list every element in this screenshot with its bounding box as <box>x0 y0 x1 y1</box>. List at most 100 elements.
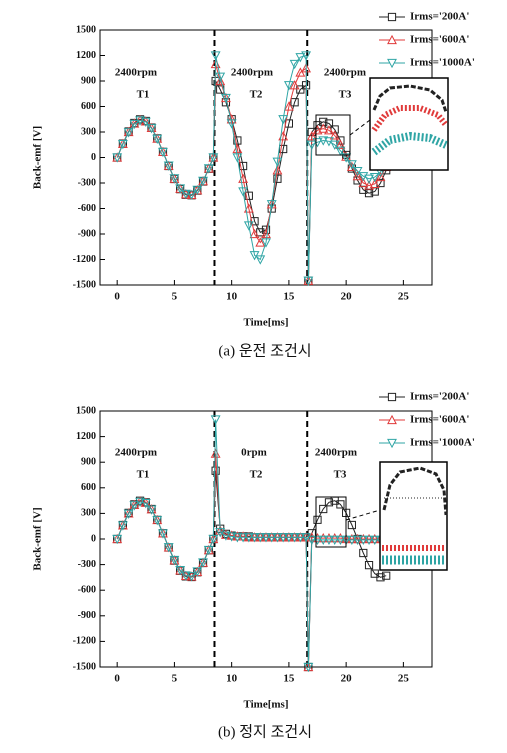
inset-trace <box>371 105 449 132</box>
data-point <box>261 238 271 248</box>
data-point <box>307 127 316 137</box>
data-point <box>358 535 369 546</box>
caption: (b) 정지 조건시 <box>218 723 312 740</box>
chart-b: -1500-1200-900-600-300030060090012001500… <box>32 391 475 741</box>
data-point <box>244 191 253 200</box>
data-point <box>117 521 128 531</box>
x-tick-label: 0 <box>114 291 120 303</box>
data-point <box>318 123 329 133</box>
data-point <box>135 497 146 508</box>
data-point <box>129 501 140 511</box>
data-point <box>238 533 249 543</box>
data-point <box>290 98 299 107</box>
x-tick-label: 25 <box>398 673 410 685</box>
data-point <box>352 171 363 181</box>
data-point <box>364 535 374 546</box>
caption: (a) 운전 조건시 <box>218 342 311 359</box>
annotation: 2400rpm <box>231 67 273 79</box>
y-tick-label: 900 <box>81 456 96 467</box>
annotation: 2400rpm <box>315 447 357 459</box>
data-point <box>180 571 191 581</box>
data-point <box>313 515 322 524</box>
data-point <box>319 117 328 126</box>
annotation: 0rpm <box>241 447 267 459</box>
data-point <box>163 543 174 553</box>
data-point <box>301 81 311 90</box>
data-point <box>226 119 237 129</box>
data-point <box>158 147 168 158</box>
series-layer <box>112 51 397 286</box>
data-point <box>215 525 226 535</box>
inset-trace <box>372 84 448 113</box>
data-point <box>296 85 305 94</box>
data-point <box>226 532 237 542</box>
x-tick-label: 15 <box>283 291 295 303</box>
series-line <box>116 453 404 668</box>
y-tick-label: -1500 <box>73 661 96 672</box>
data-point <box>232 153 243 163</box>
y-tick-label: -600 <box>78 203 96 214</box>
zoom-connector <box>345 509 381 521</box>
legend-label: Irms='200A' <box>410 11 469 23</box>
data-point <box>152 516 163 526</box>
data-point <box>210 51 221 61</box>
legend-label: Irms='600A' <box>410 414 469 426</box>
data-point <box>135 116 146 126</box>
data-point <box>112 534 123 545</box>
data-point <box>175 184 186 194</box>
data-point <box>243 221 254 231</box>
data-point <box>180 189 191 200</box>
data-point <box>279 144 288 154</box>
y-tick-label: -1200 <box>73 254 96 265</box>
data-point <box>301 51 312 61</box>
data-point <box>220 93 231 104</box>
data-point <box>255 533 266 543</box>
data-point <box>140 117 151 127</box>
data-point <box>303 662 314 673</box>
legend-label: Irms='600A' <box>410 34 469 46</box>
y-tick-label: 1200 <box>76 431 96 442</box>
data-point <box>267 204 276 213</box>
y-tick-label: 900 <box>81 75 96 86</box>
data-point <box>319 504 328 514</box>
data-point <box>146 124 157 134</box>
data-point <box>272 533 283 543</box>
annotation: 2400rpm <box>115 67 157 79</box>
data-point <box>221 98 231 107</box>
x-tick-label: 20 <box>341 291 353 303</box>
data-point <box>238 531 249 541</box>
data-point <box>266 200 277 210</box>
data-point <box>220 531 231 541</box>
data-point <box>335 139 346 149</box>
data-point <box>232 533 243 543</box>
data-point <box>335 146 346 156</box>
data-point <box>364 561 374 570</box>
annotation: T1 <box>137 469 150 481</box>
annotation: T3 <box>334 469 347 481</box>
data-point <box>283 533 294 543</box>
data-point <box>261 533 271 543</box>
data-point <box>318 136 329 146</box>
data-point <box>352 533 363 544</box>
annotation: T3 <box>339 89 352 101</box>
y-tick-label: -900 <box>78 228 96 239</box>
data-point <box>312 138 323 148</box>
data-point <box>318 535 329 546</box>
data-point <box>210 448 221 458</box>
data-point <box>335 535 346 546</box>
series-layer <box>112 415 409 673</box>
y-axis-label: Back-emf [V] <box>32 507 44 570</box>
y-tick-label: 1500 <box>76 24 96 35</box>
data-point <box>364 180 374 190</box>
x-axis-label: Time[ms] <box>243 699 288 711</box>
legend-marker <box>387 58 397 69</box>
data-point <box>375 171 386 182</box>
plot-layer: -1500 -1200 -900 -600 -300 0 300 600 900 1200 1500… <box>32 24 433 359</box>
data-point <box>312 125 323 135</box>
annotation: 2400rpm <box>115 447 157 459</box>
data-point <box>346 535 357 546</box>
data-point <box>186 572 197 582</box>
data-point <box>369 535 380 546</box>
data-point <box>186 190 197 200</box>
